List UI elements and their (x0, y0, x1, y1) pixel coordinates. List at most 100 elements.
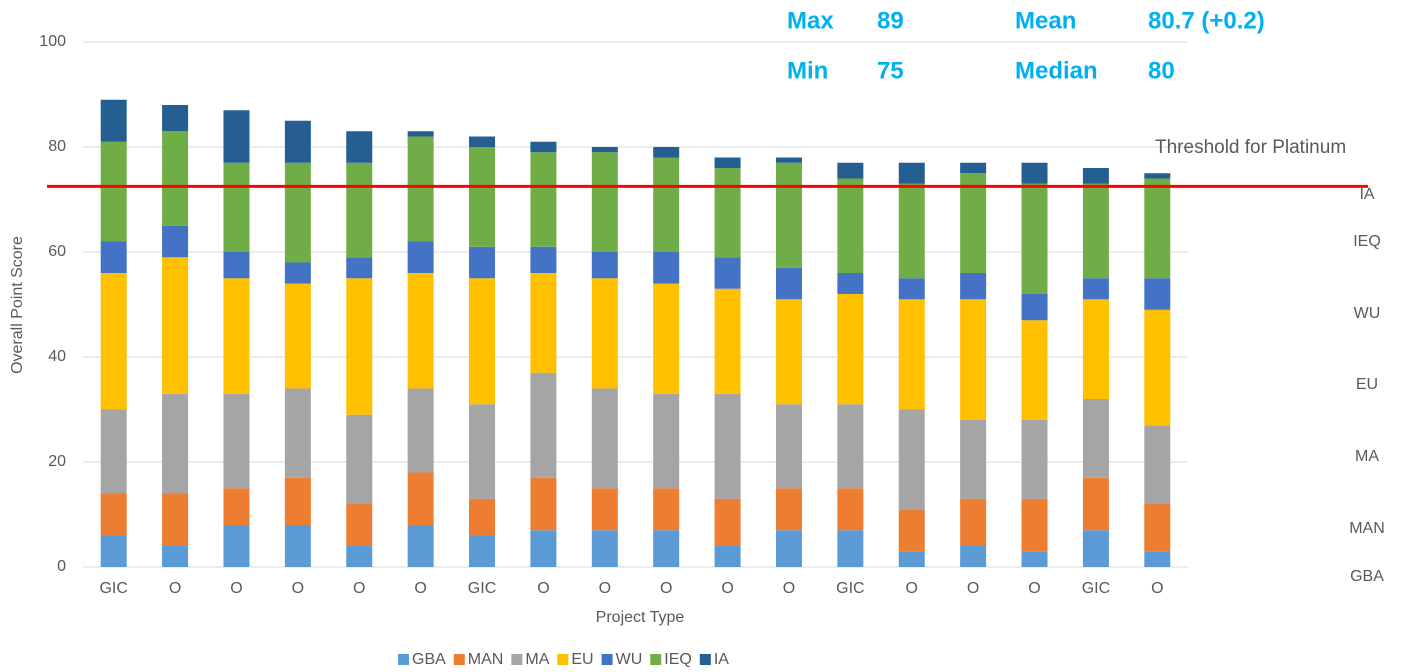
bar-segment (346, 546, 373, 567)
bar-segment (837, 488, 864, 531)
bar-segment (1144, 173, 1171, 179)
legend-swatch (557, 654, 569, 665)
legend-label: MA (525, 651, 549, 668)
bar-segment (223, 393, 250, 489)
legend-swatch (453, 654, 465, 665)
bar-segment (714, 393, 741, 499)
bar-segment (960, 498, 987, 546)
stat-value: 75 (877, 57, 904, 84)
bar-segment (960, 273, 987, 300)
bar-segment (162, 105, 189, 132)
bar-segment (1021, 498, 1048, 552)
bar-segment (1082, 183, 1109, 279)
bar-segment (469, 246, 496, 279)
x-tick-label: O (353, 580, 365, 597)
bar-segment (653, 157, 680, 252)
stat-value: 89 (877, 7, 904, 34)
bar-segment (960, 420, 987, 499)
x-tick-label: O (169, 580, 181, 597)
x-axis-title: Project Type (596, 609, 685, 626)
bar-segment (530, 477, 557, 531)
bar-segment (223, 252, 250, 279)
bar-segment (837, 404, 864, 489)
x-tick-label: O (1028, 580, 1040, 597)
stat-name: Median (1015, 57, 1098, 84)
stat-name: Max (787, 7, 834, 34)
bar-segment (223, 162, 250, 252)
bar-segment (100, 141, 127, 242)
bar-segment (714, 546, 741, 567)
bar-segment (1021, 420, 1048, 499)
bar-segment (653, 393, 680, 489)
bar-segment (407, 273, 434, 389)
bar-segment (1021, 551, 1048, 567)
series-label: MA (1355, 448, 1379, 465)
y-tick-label: 20 (48, 453, 66, 470)
bar-segment (898, 551, 925, 567)
bar-segment (407, 472, 434, 525)
x-tick-label: O (292, 580, 304, 597)
bar-segment (775, 530, 802, 567)
threshold-label: Threshold for Platinum (1155, 137, 1346, 158)
bar-segment (1082, 530, 1109, 567)
bar-segment (407, 131, 434, 137)
legend-swatch (699, 654, 711, 665)
x-tick-label: O (660, 580, 672, 597)
y-tick-label: 40 (48, 348, 66, 365)
bar-segment (469, 404, 496, 499)
bar-segment (223, 488, 250, 525)
bar-segment (714, 257, 741, 289)
bar-segment (1021, 162, 1048, 184)
series-label: MAN (1349, 520, 1385, 537)
bar-segment (775, 299, 802, 405)
bar-segment (530, 530, 557, 567)
bar-segment (837, 530, 864, 567)
legend-label: MAN (468, 651, 504, 668)
stat-value: 80.7 (+0.2) (1148, 7, 1265, 34)
bar-segment (837, 178, 864, 273)
bar-segment (530, 152, 557, 247)
x-tick-label: O (599, 580, 611, 597)
bar-segment (346, 278, 373, 415)
bar-segment (591, 152, 618, 252)
bar-segment (898, 509, 925, 552)
series-label: WU (1354, 305, 1381, 322)
bar-segment (653, 488, 680, 531)
bar-segment (100, 273, 127, 410)
bar-segment (407, 136, 434, 242)
stat-name: Mean (1015, 7, 1076, 34)
x-tick-label: O (230, 580, 242, 597)
bar-segment (1144, 425, 1171, 504)
bar-segment (346, 162, 373, 258)
bar-segment (346, 414, 373, 504)
bar-segment (898, 183, 925, 279)
bar-segment (1144, 278, 1171, 310)
bar-segment (714, 498, 741, 546)
bar-segment (162, 393, 189, 494)
bar-segment (775, 157, 802, 163)
bar-segment (469, 535, 496, 567)
bar-segment (100, 241, 127, 273)
y-axis-title: Overall Point Score (9, 236, 26, 374)
legend-swatch (511, 654, 523, 665)
bar-segment (530, 372, 557, 478)
x-tick-label: GIC (836, 580, 864, 597)
bar-segment (284, 477, 311, 525)
bar-segment (530, 246, 557, 273)
y-tick-label: 60 (48, 243, 66, 260)
bar-segment (714, 168, 741, 258)
bar-segment (223, 278, 250, 394)
bar-segment (1082, 477, 1109, 531)
bar-segment (1144, 551, 1171, 567)
series-label: EU (1356, 376, 1378, 393)
x-tick-label: O (906, 580, 918, 597)
bar-segment (1082, 168, 1109, 184)
bar-segment (407, 388, 434, 473)
bar-segment (837, 273, 864, 294)
bar-segment (960, 299, 987, 420)
bar-segment (469, 147, 496, 247)
bar-segment (346, 131, 373, 163)
bar-segment (284, 262, 311, 284)
stat-value: 80 (1148, 57, 1175, 84)
